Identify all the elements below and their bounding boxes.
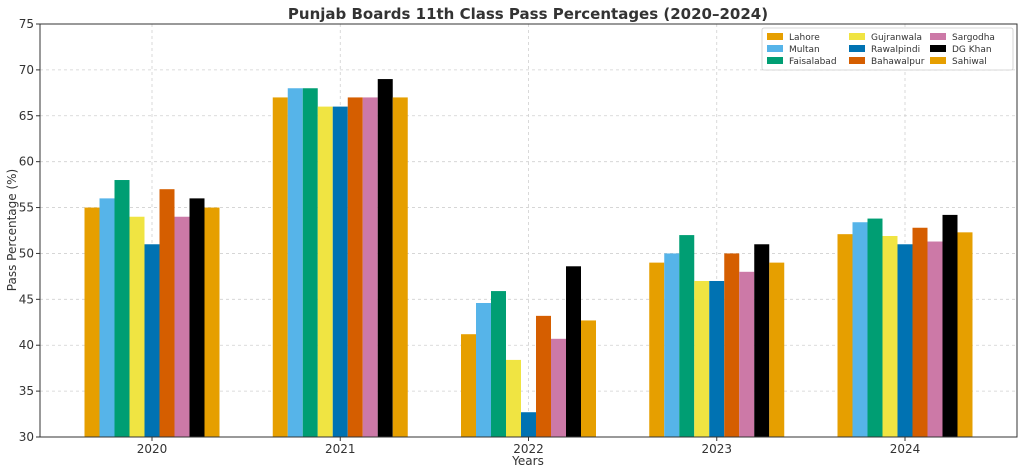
bar-faisalabad-2024 [867,218,883,437]
legend-label-rawalpindi: Rawalpindi [871,45,920,55]
x-tick-label: 2022 [513,442,544,456]
legend-swatch-dg-khan [930,45,946,52]
bar-dg-khan-2020 [189,198,205,437]
bar-bahawalpur-2023 [724,253,740,437]
bar-sahiwal-2021 [392,97,408,437]
legend-label-multan: Multan [789,45,820,55]
bar-sargodha-2020 [174,216,190,437]
bar-sargodha-2022 [551,338,566,437]
legend-label-gujranwala: Gujranwala [871,33,922,43]
bar-gujranwala-2021 [317,106,333,437]
y-tick-label: 50 [19,246,34,260]
chart-title: Punjab Boards 11th Class Pass Percentage… [288,5,768,23]
bar-lahore-2020 [84,207,100,437]
bar-bahawalpur-2022 [536,315,551,437]
bar-multan-2021 [287,88,303,437]
bar-lahore-2023 [649,262,665,437]
legend-swatch-gujranwala [849,33,865,40]
bar-multan-2022 [476,303,491,437]
bar-sahiwal-2023 [769,262,785,437]
bar-bahawalpur-2020 [159,189,175,437]
bar-sargodha-2021 [362,97,378,437]
bar-bahawalpur-2024 [912,227,928,437]
bar-dg-khan-2021 [377,79,393,438]
bar-dg-khan-2023 [754,244,770,437]
legend: Lahore Multan Faisalabad Gujranwala Rawalpin… [761,27,1014,71]
legend-label-bahawalpur: Bahawalpur [871,57,925,67]
bar-sahiwal-2020 [204,207,220,437]
axis-layer: 30 35 40 45 50 55 60 65 70 75 2020 2021 2022 2023 2024 [19,17,1018,456]
y-tick-label: 75 [19,17,34,31]
bar-lahore-2024 [837,234,853,437]
bar-rawalpindi-2022 [521,412,536,437]
y-tick-label: 70 [19,63,34,77]
bar-bahawalpur-2021 [347,97,363,437]
x-axis-label: Years [511,454,544,468]
bar-faisalabad-2022 [491,291,506,437]
x-tick-label: 2021 [325,442,356,456]
bar-sargodha-2023 [739,271,755,437]
y-tick-label: 60 [19,155,34,169]
y-tick-label: 30 [19,430,34,444]
bar-dg-khan-2022 [566,266,581,437]
bar-faisalabad-2021 [302,88,318,437]
bar-rawalpindi-2020 [144,244,160,437]
x-tick-label: 2020 [137,442,168,456]
bar-rawalpindi-2021 [332,106,348,437]
legend-label-faisalabad: Faisalabad [789,57,837,67]
legend-label-sargodha: Sargodha [952,33,995,43]
legend-swatch-rawalpindi [849,45,865,52]
bar-multan-2023 [664,253,680,437]
bar-lahore-2022 [461,334,476,437]
bar-multan-2020 [99,198,115,437]
legend-swatch-bahawalpur [849,57,865,64]
bar-faisalabad-2023 [679,235,695,437]
bar-layer [84,79,973,438]
legend-swatch-sahiwal [930,57,946,64]
legend-swatch-faisalabad [767,57,783,64]
bar-rawalpindi-2023 [709,280,725,437]
legend-label-dg-khan: DG Khan [952,45,992,55]
bar-gujranwala-2022 [506,359,521,437]
bar-sahiwal-2024 [957,232,973,437]
y-tick-label: 55 [19,201,34,215]
bar-gujranwala-2024 [882,236,898,437]
legend-label-sahiwal: Sahiwal [952,57,987,67]
bar-lahore-2021 [272,97,288,437]
y-tick-label: 35 [19,384,34,398]
legend-swatch-multan [767,45,783,52]
legend-swatch-sargodha [930,33,946,40]
legend-label-lahore: Lahore [789,33,820,43]
y-tick-label: 65 [19,109,34,123]
legend-swatch-lahore [767,33,783,40]
bar-sargodha-2024 [927,241,943,437]
bar-gujranwala-2020 [129,216,145,437]
bar-faisalabad-2020 [114,180,130,437]
x-tick-label: 2024 [890,442,921,456]
legend-box [761,27,1014,71]
bar-dg-khan-2024 [942,214,958,437]
x-tick-label: 2023 [701,442,732,456]
y-tick-label: 45 [19,292,34,306]
bar-gujranwala-2023 [694,280,710,437]
y-axis-label: Pass Percentage (%) [5,169,19,291]
y-tick-label: 40 [19,338,34,352]
bar-rawalpindi-2024 [897,244,913,437]
bar-sahiwal-2022 [581,320,596,437]
bar-multan-2024 [852,222,868,437]
